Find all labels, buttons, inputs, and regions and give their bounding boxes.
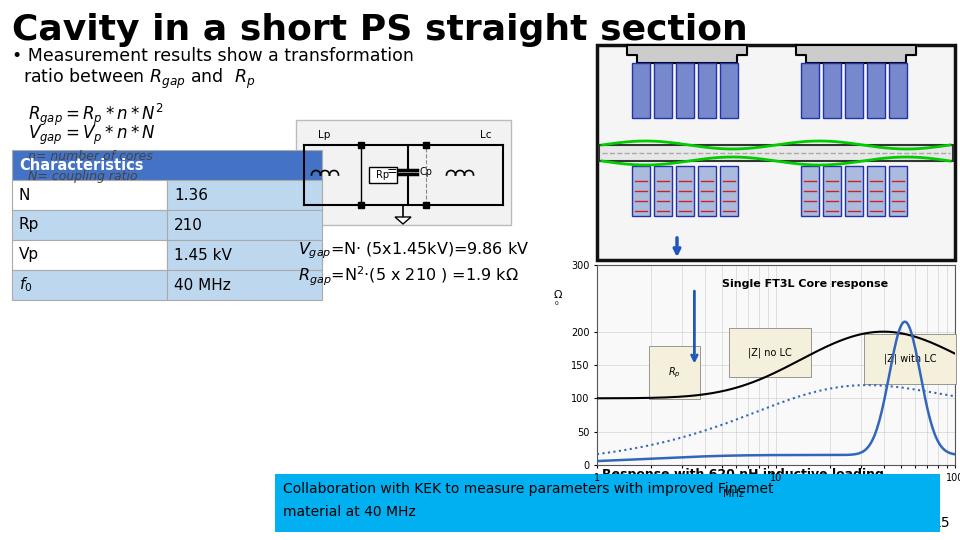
Text: |Z| with LC: |Z| with LC <box>884 354 936 364</box>
Bar <box>275 474 940 532</box>
Bar <box>823 63 841 118</box>
Text: MHz: MHz <box>723 489 743 499</box>
Bar <box>369 167 397 183</box>
Bar <box>12 270 167 300</box>
Bar <box>698 63 716 118</box>
Bar <box>867 166 885 216</box>
Text: 1.36: 1.36 <box>174 187 208 202</box>
Bar <box>632 63 650 118</box>
Bar <box>801 166 819 216</box>
Text: $V_{gap}$=N· (5x1.45kV)=9.86 kV: $V_{gap}$=N· (5x1.45kV)=9.86 kV <box>298 240 529 261</box>
Bar <box>599 145 953 161</box>
Bar <box>167 270 322 300</box>
Polygon shape <box>627 45 747 63</box>
Text: N: N <box>19 187 31 202</box>
Bar <box>676 166 694 216</box>
Bar <box>654 166 672 216</box>
Text: Rp: Rp <box>376 170 390 180</box>
Bar <box>720 166 738 216</box>
Text: $R_{gap}$=N$^2$·(5 x 210 ) =1.9 kΩ: $R_{gap}$=N$^2$·(5 x 210 ) =1.9 kΩ <box>298 265 518 288</box>
Text: Characteristics: Characteristics <box>19 158 143 172</box>
Bar <box>845 166 863 216</box>
Text: Response with 620 nH inductive loading: Response with 620 nH inductive loading <box>602 468 884 481</box>
Text: Ω: Ω <box>554 290 563 300</box>
Text: 210: 210 <box>174 218 203 233</box>
Bar <box>654 63 672 118</box>
Text: $R_{gap} = R_p * n *N^2$: $R_{gap} = R_p * n *N^2$ <box>28 102 164 129</box>
Text: =: = <box>387 165 397 179</box>
Polygon shape <box>796 45 916 63</box>
Text: Cp: Cp <box>420 167 433 177</box>
Bar <box>12 210 167 240</box>
Bar <box>889 166 907 216</box>
Bar <box>296 120 511 225</box>
Bar <box>12 240 167 270</box>
Bar <box>845 63 863 118</box>
Text: Lp: Lp <box>318 130 330 140</box>
Bar <box>823 166 841 216</box>
Text: $^0$: $^0$ <box>554 300 560 309</box>
Bar <box>597 45 955 260</box>
Text: n= number of cores
N= coupling ratio: n= number of cores N= coupling ratio <box>28 150 153 183</box>
Bar <box>720 63 738 118</box>
Text: Lc: Lc <box>480 130 492 140</box>
Text: $V_{gap} = V_p * n *N$: $V_{gap} = V_p * n *N$ <box>28 124 156 147</box>
Text: Vp: Vp <box>19 247 39 262</box>
Text: Rp: Rp <box>19 218 39 233</box>
Bar <box>698 166 716 216</box>
Text: $R_p$: $R_p$ <box>668 366 681 380</box>
Text: Single FT3L Core response: Single FT3L Core response <box>722 279 888 289</box>
Text: Cavity in a short PS straight section: Cavity in a short PS straight section <box>12 13 748 47</box>
Text: |Z| no LC: |Z| no LC <box>748 347 792 357</box>
Text: ratio between $R_{gap}$ and  $R_p$: ratio between $R_{gap}$ and $R_p$ <box>12 67 255 91</box>
Text: • Measurement results show a transformation: • Measurement results show a transformat… <box>12 47 414 65</box>
Bar <box>167 240 322 270</box>
Text: 40 MHz: 40 MHz <box>174 278 230 293</box>
Bar <box>167 180 322 210</box>
Bar <box>867 63 885 118</box>
Bar <box>12 150 322 180</box>
Text: 1.45 kV: 1.45 kV <box>174 247 232 262</box>
Bar <box>12 180 167 210</box>
Bar <box>676 63 694 118</box>
Bar <box>632 166 650 216</box>
Bar <box>889 63 907 118</box>
Text: Collaboration with KEK to measure parameters with improved Finemet
material at 4: Collaboration with KEK to measure parame… <box>283 482 774 519</box>
Text: 15: 15 <box>932 516 950 530</box>
Text: $f_0$: $f_0$ <box>19 275 33 294</box>
Bar <box>801 63 819 118</box>
Polygon shape <box>395 217 411 224</box>
Bar <box>167 210 322 240</box>
